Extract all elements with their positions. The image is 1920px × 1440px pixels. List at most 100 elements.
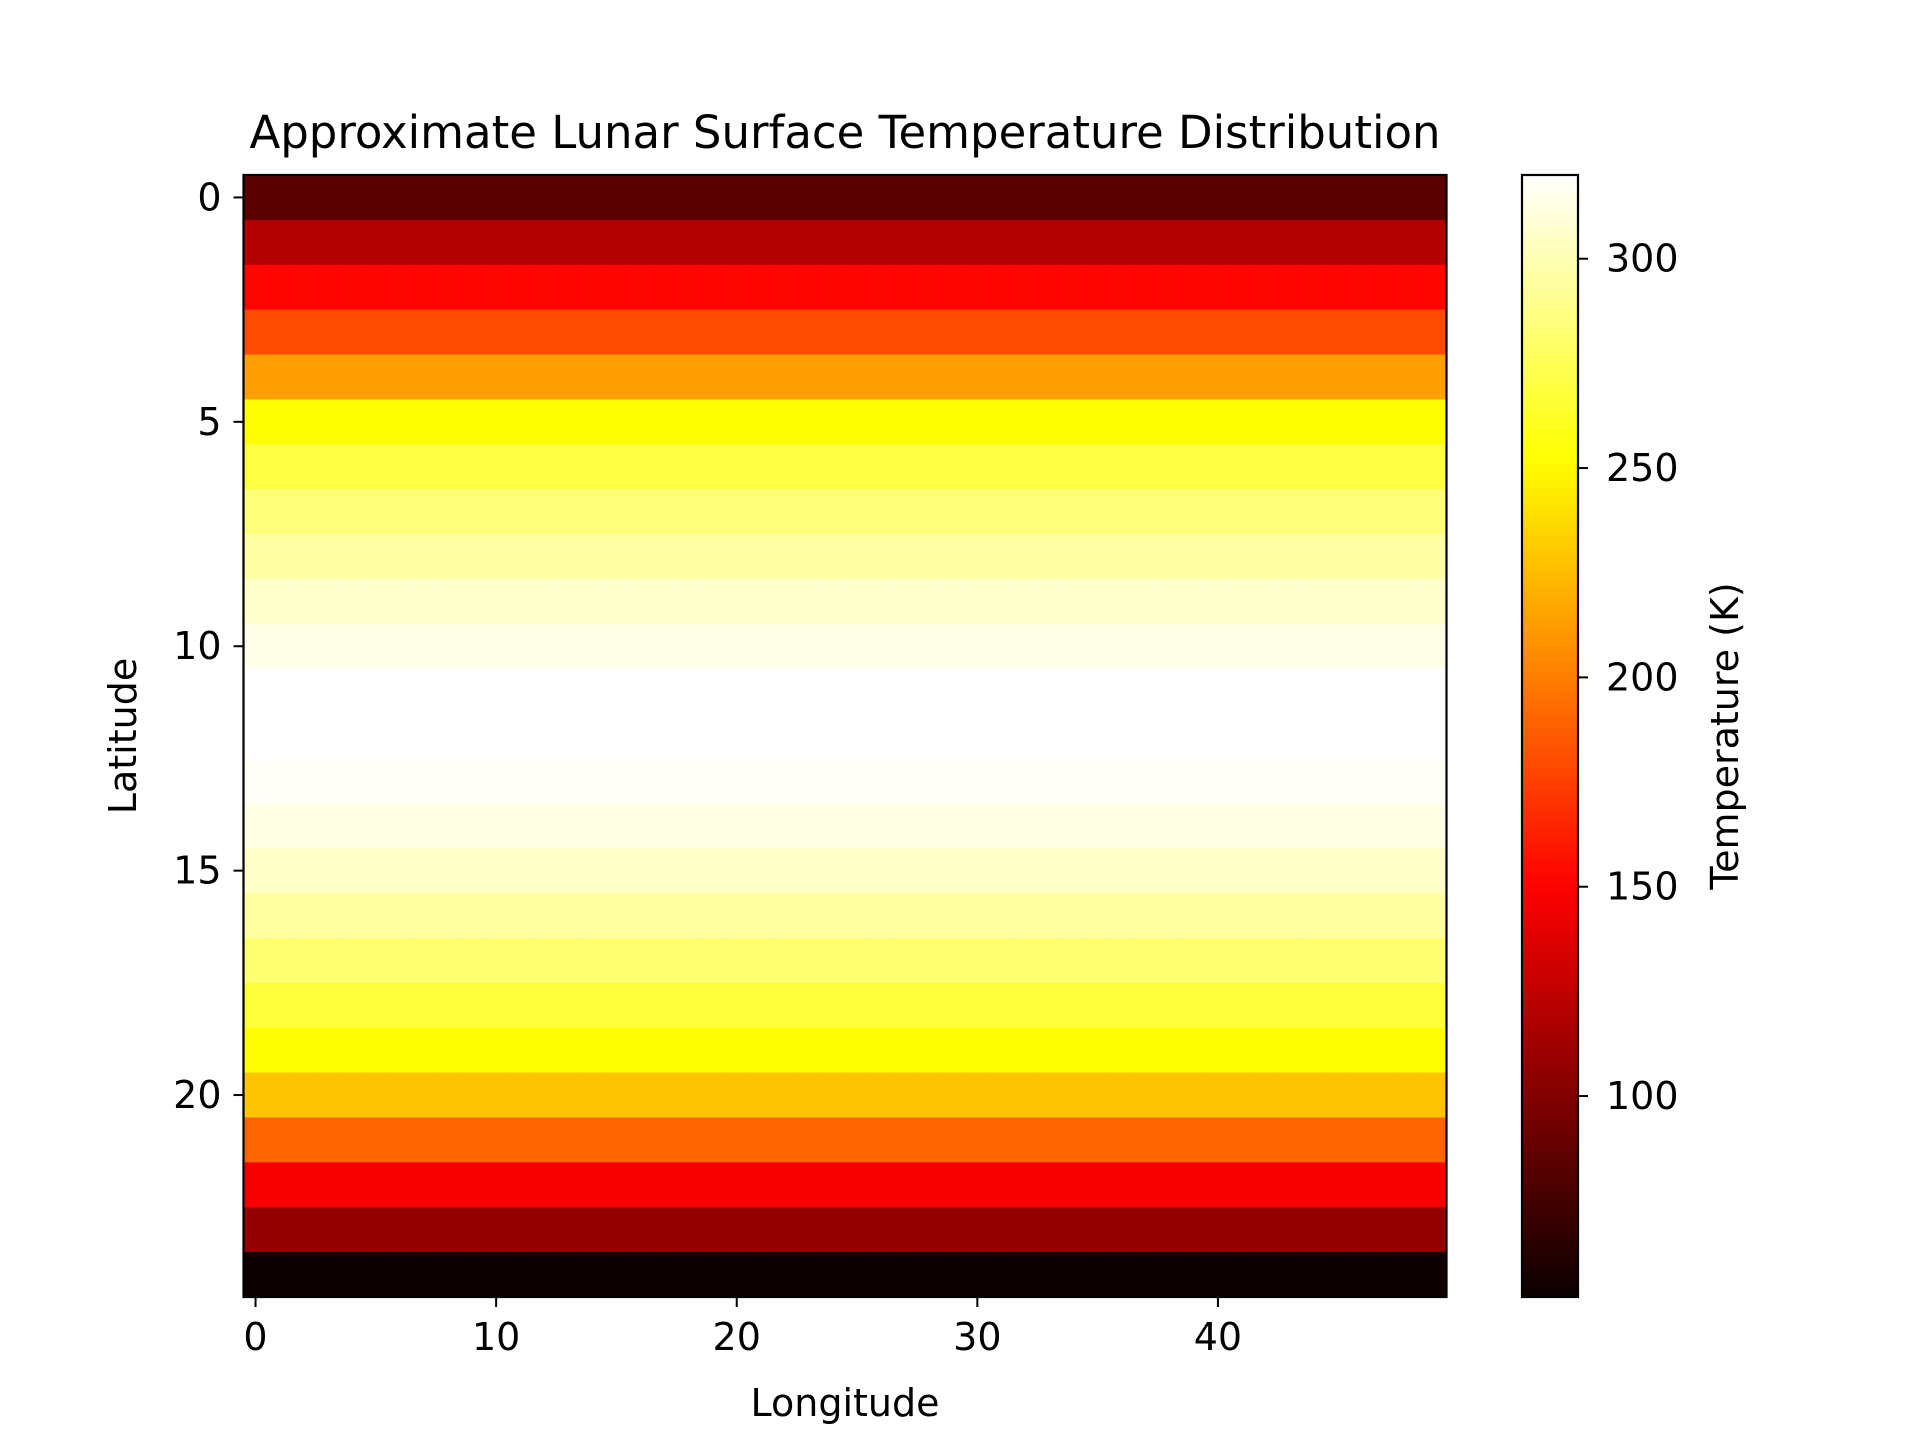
heatmap-cell (1013, 623, 1039, 670)
heatmap-cell (1181, 534, 1207, 580)
heatmap-cell (267, 1207, 293, 1253)
heatmap-cell (387, 309, 413, 356)
heatmap-cell (628, 175, 654, 221)
heatmap-cell (1157, 982, 1183, 1029)
heatmap-cell (556, 623, 581, 670)
heatmap-cell (1398, 264, 1424, 311)
heatmap-cell (387, 758, 413, 804)
heatmap-cell (1013, 399, 1039, 445)
heatmap-cell (1278, 758, 1303, 804)
heatmap-cell (1133, 444, 1159, 490)
x-tick-label: 10 (472, 1315, 520, 1359)
heatmap-cell (363, 803, 389, 849)
heatmap-cell (1085, 1162, 1111, 1208)
heatmap-cell (1374, 578, 1399, 625)
heatmap-cell (700, 758, 726, 804)
heatmap-cell (243, 758, 269, 804)
heatmap-cell (387, 1027, 413, 1074)
heatmap-cell (291, 623, 317, 670)
heatmap-cell (1157, 713, 1183, 760)
heatmap-cell (1205, 219, 1231, 266)
heatmap-cell (1133, 937, 1159, 984)
heatmap-cell (1302, 893, 1327, 939)
heatmap-cell (917, 623, 942, 670)
heatmap-cell (700, 803, 726, 849)
heatmap-cell (604, 893, 630, 939)
heatmap-cell (1061, 803, 1087, 849)
heatmap-cell (965, 309, 990, 356)
heatmap-cell (243, 982, 269, 1029)
heatmap-cell (291, 713, 317, 760)
heatmap-cell (1037, 175, 1063, 221)
heatmap-cell (893, 1027, 918, 1074)
heatmap-cell (796, 399, 822, 445)
heatmap-cell (917, 354, 942, 400)
heatmap-cell (845, 309, 870, 356)
heatmap-cell (580, 264, 605, 311)
heatmap-cell (869, 175, 894, 221)
heatmap-cell (1254, 803, 1279, 849)
heatmap-cell (893, 758, 918, 804)
heatmap-cell (1350, 264, 1375, 311)
heatmap-cell (1205, 1072, 1231, 1119)
heatmap-cell (1133, 175, 1159, 221)
heatmap-cell (387, 444, 413, 490)
heatmap-cell (772, 1027, 798, 1074)
heatmap-cell (1013, 758, 1039, 804)
heatmap-cell (628, 1072, 654, 1119)
heatmap-cell (1061, 309, 1087, 356)
heatmap-cell (411, 399, 437, 445)
heatmap-cell (700, 937, 726, 984)
heatmap-cell (869, 937, 894, 984)
heatmap-cell (1398, 309, 1424, 356)
heatmap-cell (676, 713, 702, 760)
heatmap-cell (532, 1207, 557, 1253)
heatmap-cell (1302, 489, 1327, 535)
heatmap-cell (460, 713, 485, 760)
heatmap-cell (315, 758, 341, 804)
heatmap-cell (628, 668, 654, 715)
heatmap-cell (1254, 1162, 1279, 1208)
heatmap-cell (267, 219, 293, 266)
heatmap-cell (1013, 1162, 1039, 1208)
heatmap-cell (700, 1207, 726, 1253)
heatmap-cell (1422, 623, 1448, 670)
heatmap-cell (1013, 1252, 1039, 1298)
heatmap-cell (315, 1072, 341, 1119)
heatmap-cell (724, 713, 750, 760)
heatmap-cell (1061, 399, 1087, 445)
heatmap-cell (291, 982, 317, 1029)
heatmap-cell (869, 1072, 894, 1119)
heatmap-cell (748, 354, 774, 400)
heatmap-cell (604, 758, 630, 804)
heatmap-cell (460, 1117, 485, 1163)
heatmap-cell (748, 803, 774, 849)
heatmap-cell (556, 444, 581, 490)
heatmap-cell (1109, 489, 1135, 535)
heatmap-cell (772, 1072, 798, 1119)
heatmap-cell (243, 937, 269, 984)
heatmap-cell (387, 937, 413, 984)
heatmap-cell (1254, 578, 1279, 625)
heatmap-cell (917, 444, 942, 490)
heatmap-cell (1181, 489, 1207, 535)
heatmap-cell (387, 489, 413, 535)
heatmap-cell (1326, 803, 1351, 849)
heatmap-cell (339, 803, 365, 849)
heatmap-cell (965, 264, 990, 311)
heatmap-cell (1422, 937, 1448, 984)
heatmap-cell (941, 399, 966, 445)
heatmap-cell (339, 713, 365, 760)
heatmap-cell (1109, 1117, 1135, 1163)
heatmap-cell (1013, 1207, 1039, 1253)
heatmap-cell (676, 803, 702, 849)
heatmap-cell (580, 893, 605, 939)
heatmap-cell (1278, 982, 1303, 1029)
heatmap-cell (893, 309, 918, 356)
heatmap-cell (508, 803, 533, 849)
heatmap-cell (1061, 264, 1087, 311)
heatmap-cell (965, 848, 990, 894)
heatmap-cell (869, 668, 894, 715)
heatmap-cell (604, 578, 630, 625)
heatmap-cell (796, 803, 822, 849)
